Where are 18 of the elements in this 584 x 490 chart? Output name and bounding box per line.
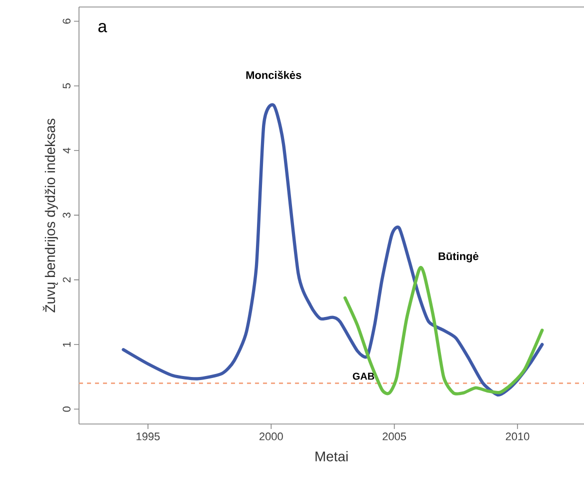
x-tick-label: 2000 <box>260 432 283 440</box>
y-tick-label: 3 <box>62 212 70 218</box>
ref-line-label: GAB <box>352 372 374 380</box>
x-axis-title: Metai <box>316 451 348 462</box>
y-tick-label: 0 <box>62 406 70 412</box>
y-tick-label: 6 <box>62 18 70 24</box>
y-tick-label: 5 <box>62 83 70 88</box>
x-tick-label: 1995 <box>136 432 160 440</box>
y-tick-label: 1 <box>62 342 70 347</box>
annotation: a <box>98 23 108 32</box>
y-axis-title: Žuvų bendrijos dydžio indeksas <box>42 118 58 312</box>
y-tick-label: 4 <box>62 148 70 154</box>
x-tick-label: 2010 <box>506 432 530 440</box>
line-series <box>122 104 544 397</box>
x-tick-label: 2005 <box>382 432 406 440</box>
y-tick-label: 2 <box>62 277 70 282</box>
series-label: Būtingė <box>438 252 478 262</box>
text: Monciškės <box>246 70 302 80</box>
